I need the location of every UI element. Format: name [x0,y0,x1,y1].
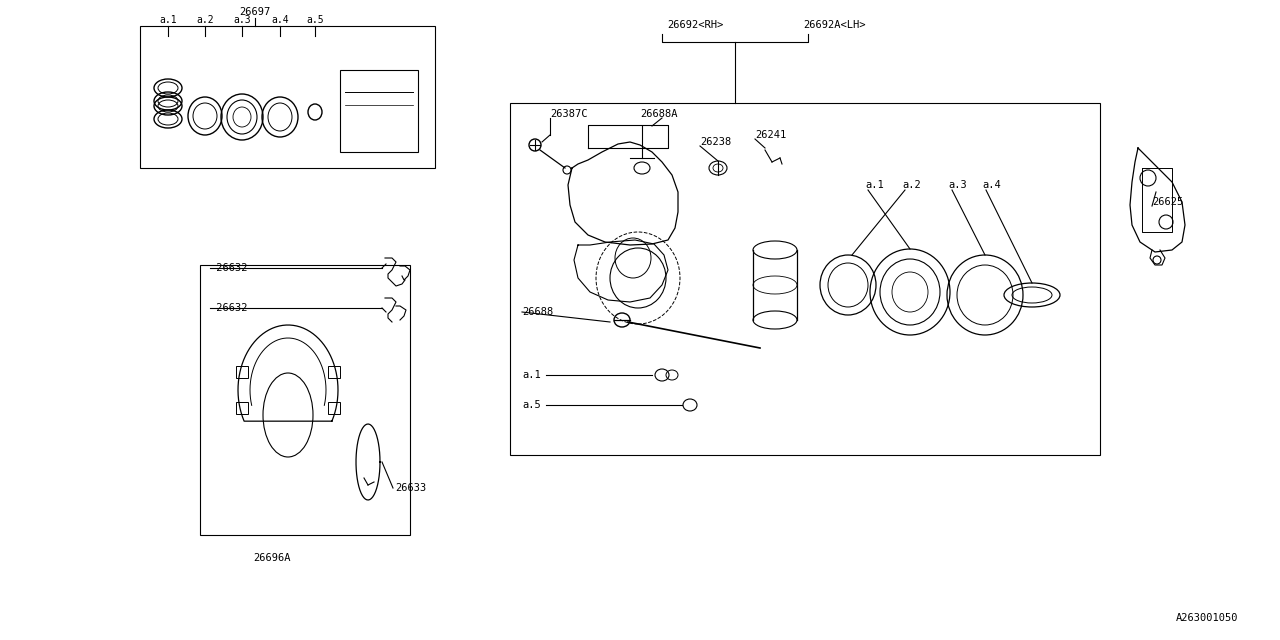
Text: a.1: a.1 [865,180,883,190]
Text: a.5: a.5 [306,15,324,25]
Text: 26692A<LH>: 26692A<LH> [804,20,867,30]
Bar [140,26,435,168]
Text: a.4: a.4 [982,180,1001,190]
Text: a.1: a.1 [522,370,540,380]
Text: a.2: a.2 [196,15,214,25]
Text: a.1: a.1 [159,15,177,25]
Text: a.3: a.3 [948,180,966,190]
Bar [328,402,340,414]
Text: 26625: 26625 [1152,197,1183,207]
Text: a.5: a.5 [522,400,540,410]
Text: a.3: a.3 [233,15,251,25]
Bar [200,265,410,535]
Text: 26241: 26241 [755,130,786,140]
Text: 26697: 26697 [239,7,270,17]
Bar [236,402,248,414]
Text: 26238: 26238 [700,137,731,147]
Text: —26632—: —26632— [210,263,253,273]
Text: a.2: a.2 [902,180,920,190]
Text: a.4: a.4 [271,15,289,25]
Text: 26387C: 26387C [550,109,588,119]
Bar [236,366,248,378]
Bar [328,366,340,378]
Text: 26688: 26688 [522,307,553,317]
Text: 26692<RH>: 26692<RH> [667,20,723,30]
Text: 26696A: 26696A [253,553,291,563]
Text: 26688A: 26688A [640,109,677,119]
Bar [340,70,419,152]
Text: A263001050: A263001050 [1175,613,1238,623]
Text: —26632—: —26632— [210,303,253,313]
Bar [509,103,1100,455]
Text: 26633: 26633 [396,483,426,493]
